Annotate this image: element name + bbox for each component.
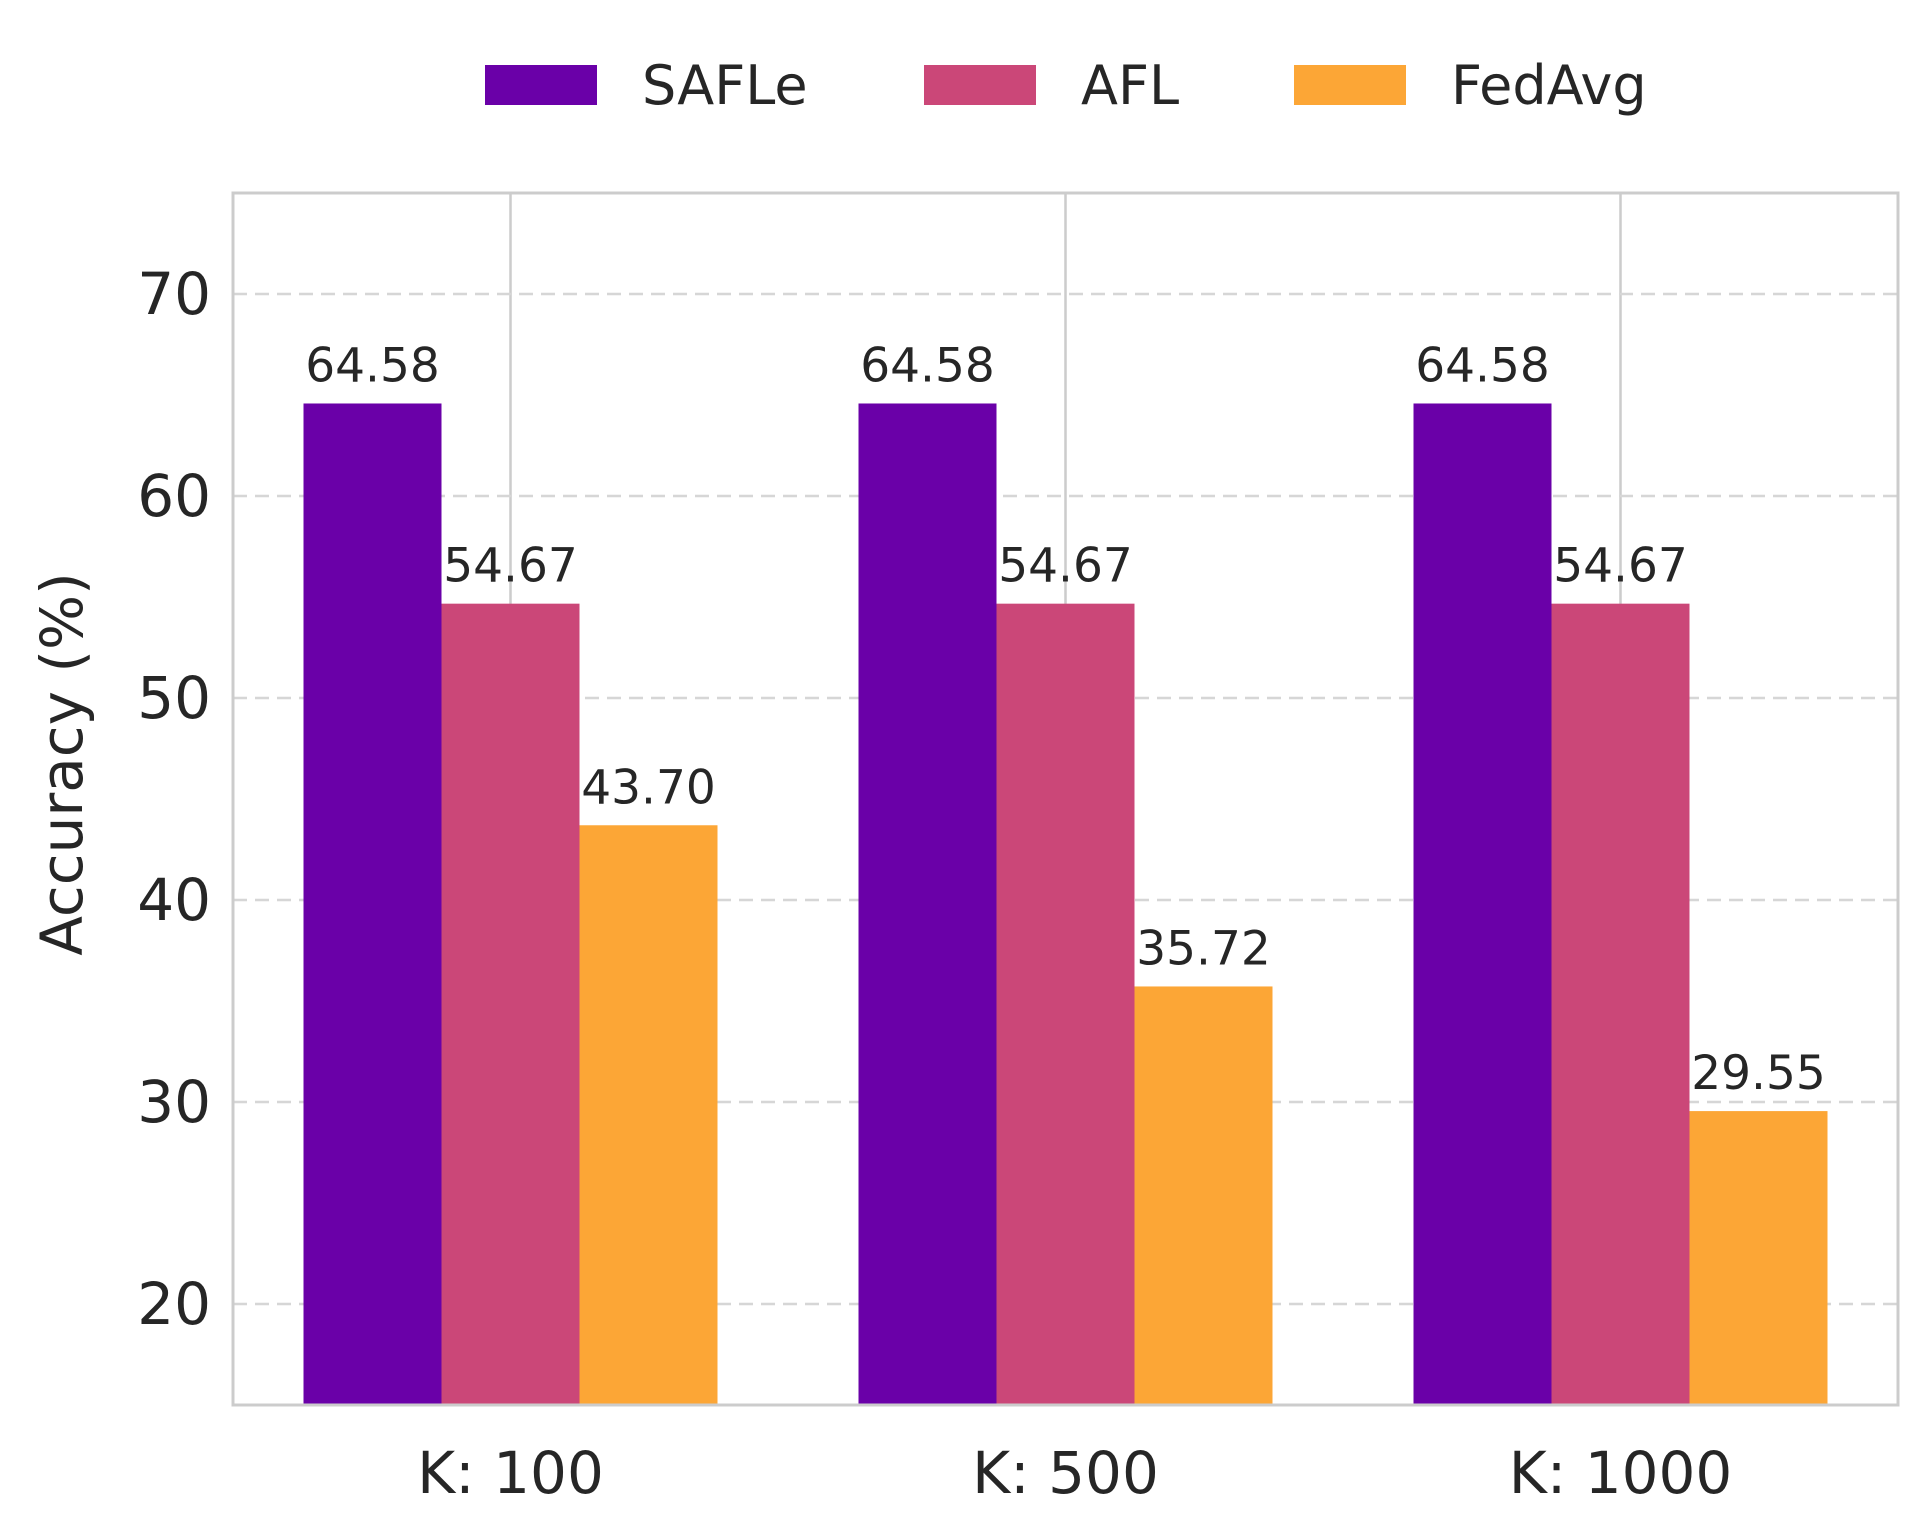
legend-item-afl: AFL <box>924 54 1179 117</box>
data-label: 43.70 <box>581 760 716 815</box>
data-label: 64.58 <box>1415 338 1550 393</box>
legend-item-safle: SAFLe <box>485 54 808 117</box>
data-label: 54.67 <box>443 539 578 594</box>
bar-afl <box>996 603 1135 1405</box>
plot-frame <box>231 191 1900 1407</box>
bar-afl <box>441 603 580 1405</box>
bar-safle <box>858 403 997 1405</box>
legend-label: AFL <box>1081 54 1179 117</box>
y-tick-label: 40 <box>137 866 211 934</box>
x-tick-label: K: 500 <box>972 1439 1159 1507</box>
y-tick-label: 60 <box>137 462 211 530</box>
legend: SAFLe AFL FedAvg <box>485 54 1647 117</box>
y-tick-label: 70 <box>137 260 211 328</box>
legend-swatch <box>1294 65 1406 105</box>
bar-safle <box>1413 403 1552 1405</box>
bar-fedavg <box>1134 986 1273 1405</box>
bar-safle <box>303 403 442 1405</box>
data-label: 54.67 <box>1553 539 1688 594</box>
data-label: 64.58 <box>305 338 440 393</box>
data-label: 64.58 <box>860 338 995 393</box>
data-label: 54.67 <box>998 539 1133 594</box>
legend-swatch <box>924 65 1036 105</box>
bar-labels: 64.58 54.67 43.70 64.58 54.67 35.72 64.58 54.67… <box>305 338 1826 1101</box>
y-tick-label: 30 <box>137 1068 211 1136</box>
data-label: 35.72 <box>1136 921 1271 976</box>
legend-swatch <box>485 65 597 105</box>
legend-label: FedAvg <box>1451 54 1647 117</box>
data-label: 29.55 <box>1691 1046 1826 1101</box>
x-tick-label: K: 100 <box>417 1439 604 1507</box>
bar-afl <box>1551 603 1690 1405</box>
y-axis-title: Accuracy (%) <box>28 572 96 956</box>
bars <box>303 403 1828 1405</box>
bar-fedavg <box>579 825 718 1405</box>
legend-item-fedavg: FedAvg <box>1294 54 1647 117</box>
y-tick-label: 20 <box>137 1270 211 1338</box>
axis-ticks: K: 100 K: 500 K: 1000 20 30 40 50 60 70 <box>137 260 1732 1507</box>
legend-label: SAFLe <box>642 54 808 117</box>
y-tick-label: 50 <box>137 664 211 732</box>
x-tick-label: K: 1000 <box>1509 1439 1733 1507</box>
bar-fedavg <box>1689 1111 1828 1405</box>
